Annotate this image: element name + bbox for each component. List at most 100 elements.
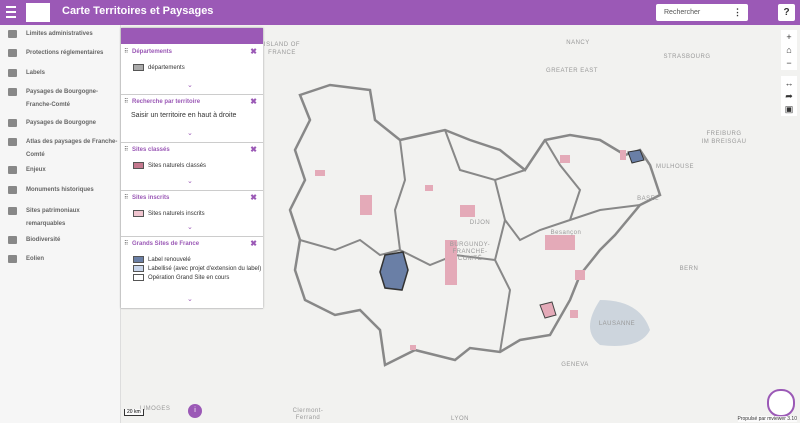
map-label: ISLAND OF [264, 42, 300, 48]
legend-panel: ⠿ Départements ✖ départements ⌄ ⠿ Recherche pa… [121, 28, 263, 309]
header: Carte Territoires et Paysages Rechercher… [0, 0, 800, 25]
layer-text: Saisir un territoire en haut à droite [131, 112, 237, 119]
sites [315, 150, 626, 350]
sidebar-icon [8, 207, 17, 215]
zoom-in[interactable]: + [781, 30, 797, 44]
sidebar-icon [8, 255, 17, 263]
search-box[interactable]: Rechercher ⋮ [656, 4, 748, 21]
legend-label: Label renouvelé [148, 257, 191, 264]
legend-row: Opération Grand Site en cours [133, 274, 229, 281]
map-label: COMTÉ [458, 255, 482, 262]
layer: ⠿ Recherche par territoire ✖ Saisir un terr… [121, 94, 263, 143]
layer-title: Grands Sites de France [132, 241, 200, 247]
overview-map[interactable] [767, 389, 795, 417]
drag-handle[interactable]: ⠿ [124, 49, 129, 55]
legend-swatch [133, 274, 144, 281]
drag-handle[interactable]: ⠿ [124, 241, 129, 247]
drag-handle[interactable]: ⠿ [124, 99, 129, 105]
grand-site [627, 149, 645, 164]
info-button[interactable]: i [188, 404, 202, 418]
home[interactable]: ⌂ [781, 43, 797, 57]
grand-site [379, 251, 409, 291]
expand-layer[interactable]: ⌄ [187, 296, 193, 303]
map-label: IM BREISGAU [702, 139, 747, 145]
sidebar-item[interactable]: Biodiversité [8, 234, 118, 247]
map-label: GENEVA [561, 362, 589, 368]
legend-row: Labellisé (avec projet d'extension du la… [133, 265, 261, 272]
map-label: FRANCE [268, 50, 296, 56]
sidebar-item[interactable]: Enjeux [8, 164, 118, 177]
legend-swatch [133, 256, 144, 263]
share[interactable]: ➦ [781, 89, 797, 103]
legend-label: Sites naturels classés [148, 163, 207, 170]
legend-row: Sites naturels classés [133, 162, 206, 169]
sidebar-item[interactable]: Atlas des paysages de Franche-Comté [8, 136, 118, 162]
map-label: BASEL [637, 196, 659, 202]
sidebar-item[interactable]: Sites patrimoniaux remarquables [8, 205, 118, 231]
map-label: Ferrand [296, 415, 321, 421]
map-label: STRASBOURG [663, 54, 710, 60]
sidebar-item[interactable]: Paysages de Bourgogne [8, 117, 118, 130]
measure[interactable]: ↔ [781, 76, 797, 90]
legend-label: départements [148, 65, 185, 72]
search-options[interactable]: ⋮ [733, 7, 742, 17]
map-label: LYON [451, 416, 469, 422]
legend-label: Sites naturels inscrits [148, 211, 205, 218]
sidebar: Limites administratives Protections régle… [0, 25, 121, 423]
legend-label: Labellisé (avec projet d'extension du la… [148, 266, 262, 273]
help-button[interactable]: ? [778, 4, 795, 21]
map-label: BURGUNDY- [450, 242, 490, 248]
sidebar-icon [8, 30, 17, 38]
drag-handle[interactable]: ⠿ [124, 147, 129, 153]
sidebar-item[interactable]: Paysages de Bourgogne-Franche-Comté [8, 86, 118, 112]
sidebar-icon [8, 69, 17, 77]
sidebar-icon [8, 119, 17, 127]
menu-button[interactable] [6, 6, 16, 19]
remove-layer[interactable]: ✖ [250, 47, 257, 56]
sidebar-icon [8, 186, 17, 194]
zoom-out[interactable]: − [781, 56, 797, 70]
remove-layer[interactable]: ✖ [250, 239, 257, 248]
drag-handle[interactable]: ⠿ [124, 195, 129, 201]
panel-toolbar [121, 28, 263, 44]
sidebar-icon [8, 138, 17, 146]
search-placeholder: Rechercher [664, 9, 701, 16]
scale-bar: 20 km [124, 409, 144, 416]
expand-layer[interactable]: ⌄ [187, 82, 193, 89]
layer: ⠿ Sites inscrits ✖ Sites naturels inscrits ⌄ [121, 190, 263, 237]
logo [26, 3, 50, 22]
legend-label: Opération Grand Site en cours [148, 275, 230, 282]
remove-layer[interactable]: ✖ [250, 97, 257, 106]
map-label: Besançon [551, 230, 582, 236]
map-label: MULHOUSE [656, 164, 694, 170]
map-label: FRANCHE- [453, 249, 488, 255]
app-title: Carte Territoires et Paysages [62, 5, 214, 17]
remove-layer[interactable]: ✖ [250, 145, 257, 154]
map-label: FREIBURG [706, 131, 741, 137]
sidebar-item[interactable]: Monuments historiques [8, 184, 118, 197]
layer: ⠿ Sites classés ✖ Sites naturels classés ⌄ [121, 142, 263, 191]
expand-layer[interactable]: ⌄ [187, 178, 193, 185]
layer-title: Sites classés [132, 147, 170, 153]
sidebar-item[interactable]: Labels [8, 67, 118, 80]
legend-swatch [133, 210, 144, 217]
sidebar-icon [8, 88, 17, 96]
legend-row: Label renouvelé [133, 256, 191, 263]
sidebar-item[interactable]: Limites administratives [8, 28, 118, 41]
layer: ⠿ Grands Sites de France ✖ Label renouvelé L… [121, 236, 263, 309]
map-label: LIMOGES [140, 406, 171, 412]
layer-title: Recherche par territoire [132, 99, 201, 105]
expand-layer[interactable]: ⌄ [187, 224, 193, 231]
sidebar-icon [8, 166, 17, 174]
sidebar-item[interactable]: Protections réglementaires [8, 47, 118, 60]
layer: ⠿ Départements ✖ départements ⌄ [121, 44, 263, 95]
legend-swatch [133, 162, 144, 169]
layer-title: Départements [132, 49, 173, 55]
map-label: NANCY [566, 40, 590, 46]
expand-layer[interactable]: ⌄ [187, 130, 193, 137]
map-label: GREATER EAST [546, 68, 598, 74]
export[interactable]: ▣ [781, 102, 797, 116]
remove-layer[interactable]: ✖ [250, 193, 257, 202]
sidebar-item[interactable]: Eolien [8, 253, 118, 266]
map-label: BERN [680, 266, 699, 272]
